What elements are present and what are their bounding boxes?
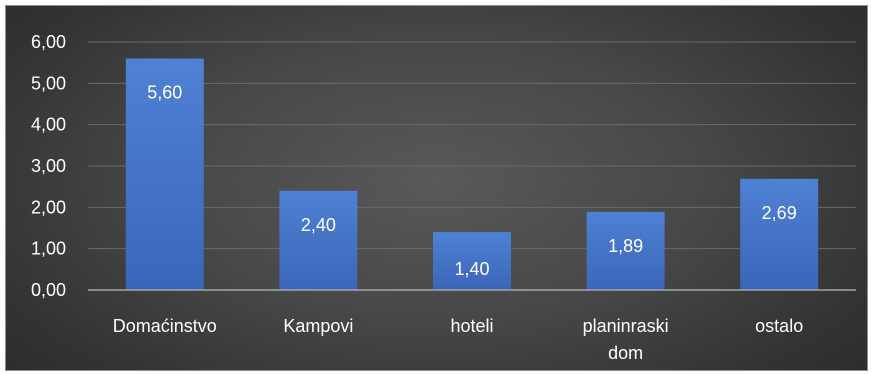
category-label-line: planinraski	[583, 316, 669, 336]
x-axis-category-labels: Domaćinstvo Kampovi hoteli planinraski dom os…	[113, 316, 803, 363]
y-tick-label: 4,00	[31, 115, 66, 135]
y-tick-label: 6,00	[31, 32, 66, 52]
data-label: 1,40	[454, 259, 489, 279]
y-tick-label: 1,00	[31, 239, 66, 259]
y-axis-tick-labels: 0,00 1,00 2,00 3,00 4,00 5,00 6,00	[31, 32, 66, 300]
category-label-line: hoteli	[450, 316, 493, 336]
bar	[433, 232, 511, 290]
data-label: 5,60	[147, 83, 182, 103]
bar	[740, 178, 819, 290]
data-label: 2,69	[762, 203, 797, 223]
category-label-line: ostalo	[755, 316, 803, 336]
bar	[586, 211, 665, 290]
bar	[125, 58, 204, 291]
category-label-line: Kampovi	[283, 316, 353, 336]
y-tick-label: 3,00	[31, 156, 66, 176]
bars	[125, 58, 819, 291]
bar	[279, 190, 358, 290]
category-label: Domaćinstvo	[113, 316, 217, 336]
data-label: 1,89	[608, 236, 643, 256]
category-label-line: Domaćinstvo	[113, 316, 217, 336]
category-label-line: dom	[608, 343, 643, 363]
y-tick-label: 5,00	[31, 73, 66, 93]
category-label: Kampovi	[283, 316, 353, 336]
data-labels: 5,60 2,40 1,40 1,89 2,69	[147, 83, 796, 280]
category-label: hoteli	[450, 316, 493, 336]
gridlines	[88, 41, 856, 250]
y-tick-label: 2,00	[31, 197, 66, 217]
category-label: planinraski dom	[583, 316, 669, 363]
y-tick-label: 0,00	[31, 280, 66, 300]
data-label: 2,40	[301, 215, 336, 235]
category-label: ostalo	[755, 316, 803, 336]
